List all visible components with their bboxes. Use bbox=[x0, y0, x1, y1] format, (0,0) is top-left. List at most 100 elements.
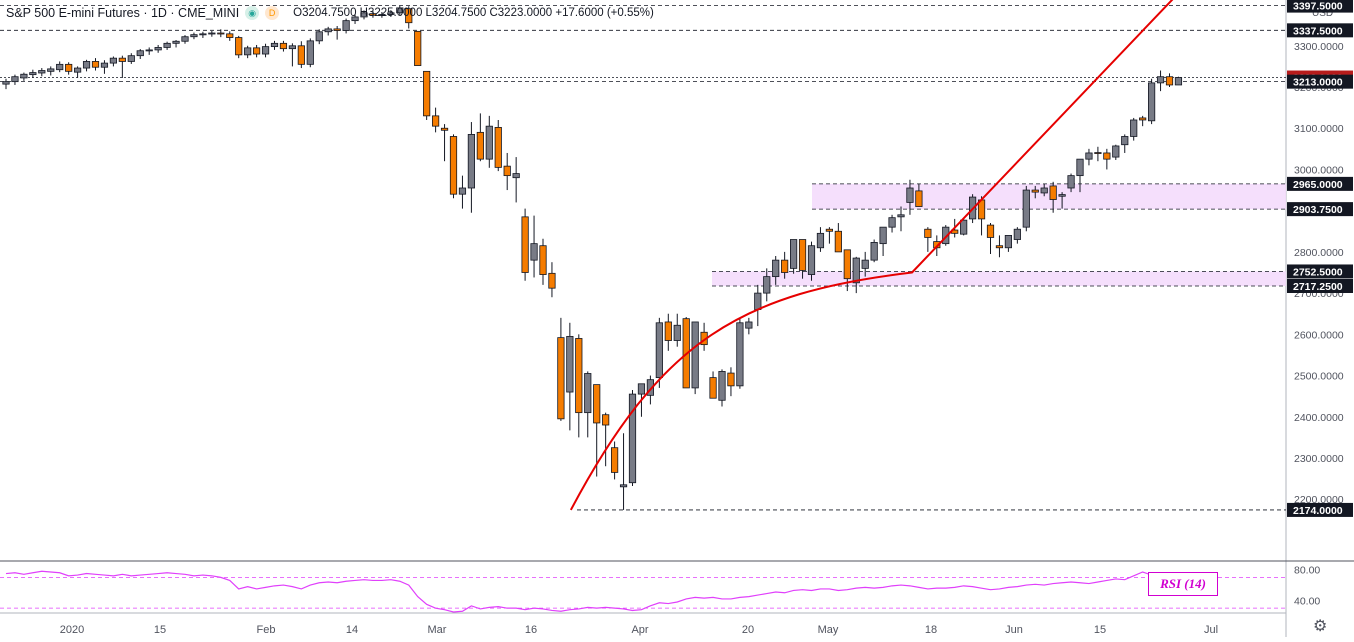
gear-icon[interactable]: ⚙ bbox=[1313, 618, 1328, 635]
x-tick-label: Jul bbox=[1204, 624, 1218, 636]
x-tick-label: Feb bbox=[257, 624, 276, 636]
candle-body bbox=[306, 40, 314, 65]
candle-body bbox=[423, 70, 431, 117]
candle-body bbox=[387, 12, 395, 15]
candle-body bbox=[566, 335, 574, 393]
price-tag: 2174.0000 bbox=[1287, 502, 1353, 517]
candle-body bbox=[396, 7, 404, 14]
chart-title: S&P 500 E-mini Futures · 1D · CME_MINI bbox=[6, 6, 240, 20]
price-tag-label: 2752.5000 bbox=[1293, 266, 1343, 278]
candle-body bbox=[56, 63, 64, 71]
candle-body bbox=[1067, 175, 1075, 189]
candle-body bbox=[1058, 194, 1066, 197]
price-tag-bg bbox=[1287, 0, 1353, 13]
candle-body bbox=[20, 73, 28, 79]
candle-body bbox=[1004, 235, 1013, 249]
price-tag-label: 3397.5000 bbox=[1293, 1, 1343, 13]
candle-body bbox=[82, 61, 91, 69]
candle-body bbox=[172, 40, 180, 44]
d-badge[interactable]: D bbox=[265, 6, 280, 20]
candle-body bbox=[718, 371, 726, 401]
x-tick-label: Jun bbox=[1005, 624, 1023, 636]
price-tag-label: 2174.0000 bbox=[1293, 505, 1343, 517]
candle-body bbox=[11, 76, 19, 83]
candle-body bbox=[244, 47, 252, 56]
candle-body bbox=[154, 47, 162, 51]
price-tag-label: 2717.2500 bbox=[1293, 281, 1343, 293]
candle-body bbox=[485, 125, 493, 160]
support-zone bbox=[812, 183, 1286, 210]
trendline bbox=[569, 0, 1174, 511]
candle-body bbox=[503, 165, 511, 177]
candle-body bbox=[109, 57, 117, 64]
candle-body bbox=[575, 338, 583, 414]
currency-label: USD bbox=[1312, 8, 1333, 19]
candle-body bbox=[145, 49, 153, 52]
candle-body bbox=[297, 45, 305, 65]
price-tag-label: 2903.7500 bbox=[1293, 204, 1343, 216]
candle-body bbox=[1121, 136, 1129, 146]
candle-body bbox=[852, 257, 860, 284]
candle-body bbox=[763, 276, 771, 294]
price-tag-bg bbox=[1287, 502, 1353, 517]
rsi-tick-label: 40.00 bbox=[1294, 595, 1320, 607]
candle-body bbox=[369, 13, 377, 16]
y-tick-label: 2300.0000 bbox=[1294, 453, 1344, 465]
candle-body bbox=[47, 68, 55, 72]
candle-body bbox=[270, 42, 279, 48]
candle-body bbox=[127, 55, 135, 62]
candle-body bbox=[226, 33, 234, 38]
candle-body bbox=[915, 190, 923, 207]
candle-body bbox=[181, 36, 189, 42]
candle-body bbox=[351, 16, 359, 22]
candle-body bbox=[279, 42, 288, 50]
candle-body bbox=[807, 245, 816, 275]
eye-icon[interactable]: ◉ bbox=[245, 6, 260, 20]
candle-body bbox=[924, 228, 932, 238]
candle-body bbox=[1139, 117, 1147, 121]
candle-body bbox=[1013, 228, 1021, 240]
candle-body bbox=[709, 377, 717, 399]
candle-body bbox=[637, 383, 646, 395]
candle-body bbox=[74, 67, 82, 73]
candle-body bbox=[584, 373, 592, 414]
candle-body bbox=[888, 217, 896, 228]
candle-body bbox=[458, 187, 467, 195]
candle-body bbox=[217, 32, 225, 35]
ohlc-readout: O3204.7500 H3225.0000 L3204.7500 C3223.0… bbox=[293, 7, 654, 19]
candle-body bbox=[449, 136, 458, 195]
y-tick-label: 2400.0000 bbox=[1294, 412, 1344, 424]
x-tick-label: 16 bbox=[525, 624, 537, 636]
candle-body bbox=[602, 414, 610, 426]
y-tick-label: 2600.0000 bbox=[1294, 329, 1344, 341]
candle-body bbox=[1049, 185, 1057, 200]
candle-body bbox=[745, 321, 753, 329]
candle-body bbox=[870, 242, 878, 261]
candle-body bbox=[91, 61, 100, 68]
candle-body bbox=[512, 173, 520, 179]
price-tag: 3213.0000 bbox=[1287, 74, 1353, 89]
price-tag-bg bbox=[1287, 74, 1353, 89]
y-tick-label: 3000.0000 bbox=[1294, 164, 1344, 176]
candle-body bbox=[539, 245, 547, 275]
candle-body bbox=[476, 131, 484, 160]
candle-body bbox=[261, 46, 270, 55]
candle-body bbox=[673, 324, 681, 341]
rsi-label: RSI (14) bbox=[1148, 572, 1218, 596]
candle-body bbox=[816, 232, 825, 249]
price-tag-bg bbox=[1287, 23, 1353, 38]
price-tag-bg bbox=[1287, 264, 1353, 279]
candle-body bbox=[664, 321, 672, 341]
candle-body bbox=[1085, 152, 1093, 160]
price-tag: 2752.5000 bbox=[1287, 264, 1353, 279]
candle-body bbox=[825, 228, 834, 232]
candle-body bbox=[378, 14, 386, 16]
candle-body bbox=[736, 322, 744, 387]
candle-body bbox=[611, 447, 619, 473]
candle-body bbox=[100, 62, 109, 68]
price-tag: 2717.2500 bbox=[1287, 278, 1353, 293]
price-tag-label: 3213.0000 bbox=[1293, 77, 1343, 89]
candle-body bbox=[235, 37, 243, 56]
y-tick-label: 2500.0000 bbox=[1294, 371, 1344, 383]
